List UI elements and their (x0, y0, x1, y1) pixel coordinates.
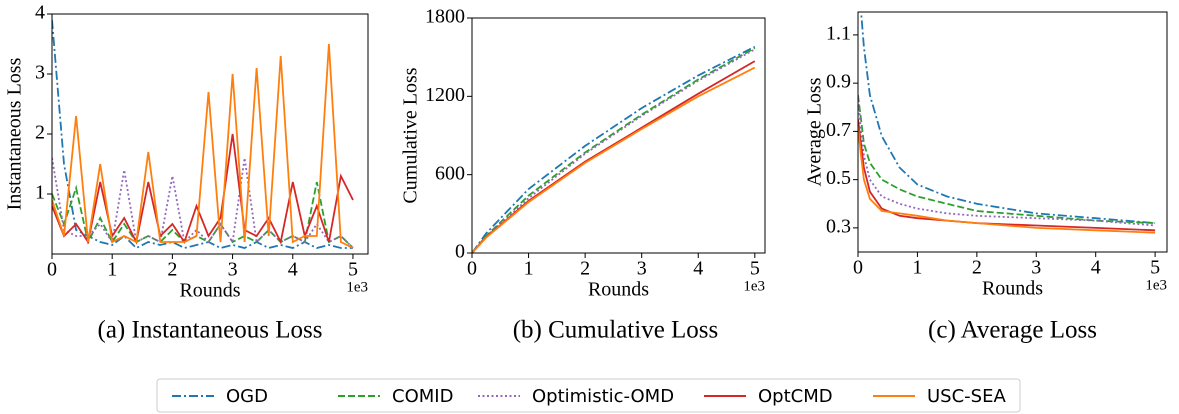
axes-frame (857, 11, 1168, 253)
y-tick-label: 0.9 (826, 71, 851, 93)
x-tick-label: 1 (912, 257, 922, 279)
y-tick-label: 3 (35, 62, 45, 84)
legend-label: OGD (226, 386, 268, 407)
y-axis-label: Average Loss (804, 77, 826, 186)
y-tick-label: 0 (455, 241, 465, 263)
subplot-caption: (b) Cumulative Loss (513, 317, 719, 344)
x-offset-label: 1e3 (743, 278, 765, 294)
x-tick-label: 2 (972, 257, 982, 279)
y-tick-label: 0.5 (826, 167, 851, 189)
series-line (858, 126, 1156, 234)
y-tick-label: 4 (35, 2, 45, 24)
x-tick-label: 4 (693, 258, 703, 280)
y-tick-label: 1 (35, 182, 45, 204)
x-tick-label: 0 (853, 257, 863, 279)
x-axis-label: Rounds (982, 278, 1043, 300)
x-tick-label: 4 (1091, 257, 1101, 279)
series-line (472, 47, 756, 253)
x-tick-label: 5 (750, 258, 760, 280)
subplot-caption: (a) Instantaneous Loss (98, 317, 323, 344)
series-line (52, 19, 353, 250)
legend-label: COMID (392, 386, 453, 407)
series-line (860, 12, 1156, 224)
y-tick-label: 1800 (425, 6, 465, 28)
x-tick-label: 3 (637, 258, 647, 280)
x-offset-label: 1e3 (1145, 277, 1167, 293)
y-axis-label: Cumulative Loss (400, 67, 422, 203)
x-offset-label: 1e3 (346, 279, 368, 295)
legend-frame (156, 378, 1021, 413)
y-tick-label: 1200 (425, 84, 465, 106)
legend-label: Optimistic-OMD (532, 386, 674, 407)
series-line (472, 48, 756, 253)
plot-area (52, 19, 354, 250)
x-axis-label: Rounds (179, 280, 240, 302)
y-tick-label: 2 (35, 122, 45, 144)
plot-area (858, 12, 1156, 234)
x-tick-label: 1 (524, 258, 534, 280)
series-line (472, 45, 756, 253)
plot-area (472, 45, 756, 253)
series-line (858, 95, 1156, 227)
x-tick-label: 5 (1150, 257, 1160, 279)
x-tick-label: 3 (1031, 257, 1041, 279)
series-line (858, 95, 1156, 224)
y-tick-label: 0.3 (826, 215, 851, 237)
series-line (52, 181, 354, 249)
series-line (52, 43, 354, 249)
y-tick-label: 0.7 (826, 119, 851, 141)
x-tick-label: 4 (288, 259, 298, 281)
series-line (472, 66, 756, 253)
x-tick-label: 0 (467, 258, 477, 280)
y-axis-label: Instantaneous Loss (4, 57, 26, 210)
x-tick-label: 0 (47, 259, 57, 281)
axes-frame (471, 17, 766, 254)
subplot-caption: (c) Average Loss (928, 317, 1097, 344)
series-line (858, 119, 1156, 232)
x-tick-label: 3 (228, 259, 238, 281)
x-tick-label: 2 (580, 258, 590, 280)
legend-label: USC-SEA (927, 386, 1006, 407)
x-axis-label: Rounds (588, 279, 649, 301)
series-line (52, 133, 354, 245)
series-line (52, 157, 354, 249)
x-tick-label: 1 (107, 259, 117, 281)
x-tick-label: 2 (167, 259, 177, 281)
y-tick-label: 1.1 (826, 23, 851, 45)
y-tick-label: 600 (435, 162, 465, 184)
legend-label: OptCMD (758, 386, 833, 407)
x-tick-label: 5 (348, 259, 358, 281)
